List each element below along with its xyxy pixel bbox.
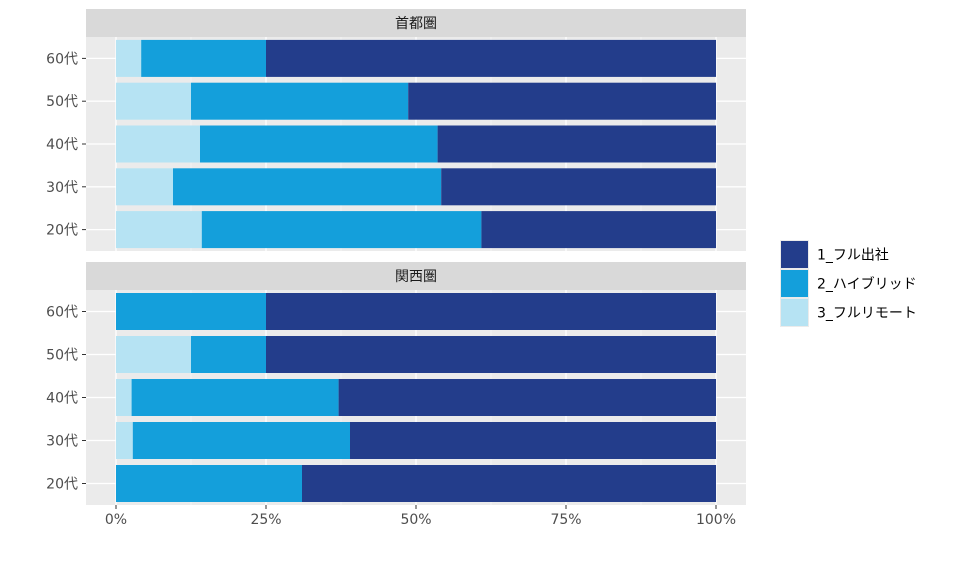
facet-strip — [86, 9, 746, 37]
y-tick-label: 20代 — [46, 223, 78, 239]
bar-segment — [191, 336, 266, 373]
x-tick-label: 75% — [550, 512, 581, 528]
bar-segment — [116, 422, 133, 459]
x-tick-label: 25% — [250, 512, 281, 528]
y-tick-label: 60代 — [46, 51, 78, 67]
bar-segment — [481, 211, 716, 249]
bar-segment — [116, 336, 191, 373]
legend-swatch — [781, 270, 808, 297]
bar-segment — [200, 125, 438, 163]
y-tick-label: 40代 — [46, 391, 78, 407]
legend-label: 3_フルリモート — [817, 306, 917, 322]
legend-swatch — [781, 299, 808, 326]
bar-segment — [266, 336, 716, 373]
bar-segment — [116, 82, 191, 120]
bar-segment — [266, 293, 716, 330]
y-tick-label: 30代 — [46, 180, 78, 196]
bar-segment — [350, 422, 716, 459]
facet-title: 首都圏 — [395, 16, 437, 32]
x-tick-label: 0% — [105, 512, 127, 528]
bar-segment — [338, 379, 716, 416]
bar-segment — [116, 293, 266, 330]
legend-label: 2_ハイブリッド — [817, 276, 917, 293]
bar-segment — [116, 211, 202, 249]
y-tick-label: 20代 — [46, 477, 78, 493]
bar-segment — [116, 125, 200, 163]
y-tick-label: 60代 — [46, 305, 78, 321]
bar-segment — [408, 82, 716, 120]
legend-label: 1_フル出社 — [817, 248, 889, 264]
y-tick-label: 50代 — [46, 348, 78, 364]
bar-segment — [116, 465, 302, 502]
y-tick-label: 30代 — [46, 434, 78, 450]
bar-segment — [437, 125, 716, 163]
bar-segment — [116, 168, 173, 206]
bar-segment — [131, 379, 339, 416]
bar-segment — [266, 39, 716, 77]
facet-strip — [86, 262, 746, 290]
bar-segment — [132, 422, 350, 459]
y-tick-label: 40代 — [46, 137, 78, 153]
bar-segment — [173, 168, 442, 206]
bar-segment — [116, 379, 132, 416]
x-tick-label: 100% — [696, 512, 736, 528]
bar-segment — [116, 39, 142, 77]
y-tick-label: 50代 — [46, 94, 78, 110]
bar-segment — [141, 39, 266, 77]
legend-swatch — [781, 241, 808, 268]
bar-segment — [302, 465, 716, 502]
bar-segment — [191, 82, 409, 120]
x-tick-label: 50% — [400, 512, 431, 528]
bar-segment — [201, 211, 482, 249]
bar-segment — [441, 168, 716, 206]
facet-title: 関西圏 — [395, 269, 437, 285]
